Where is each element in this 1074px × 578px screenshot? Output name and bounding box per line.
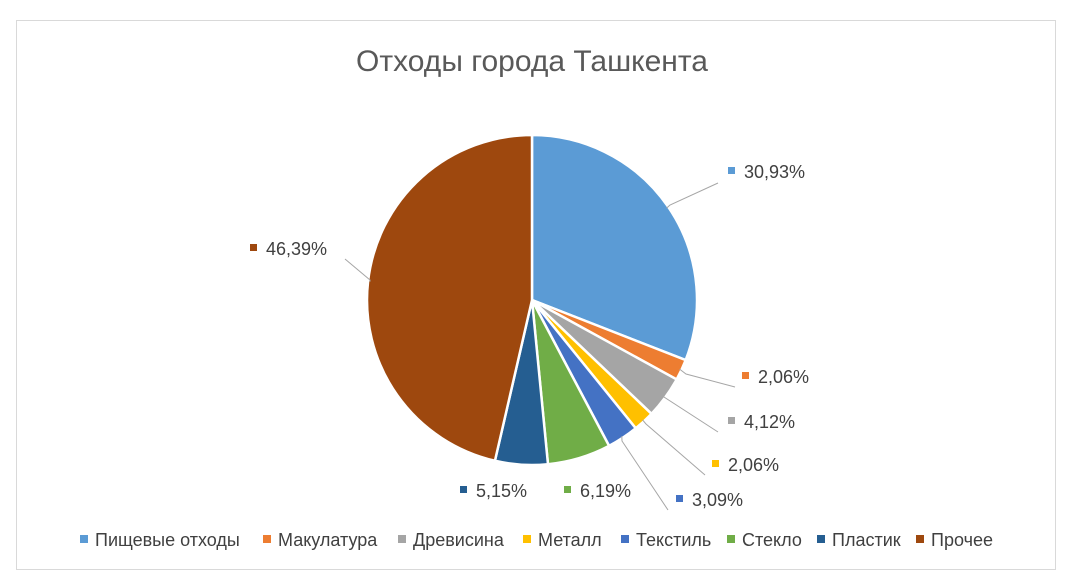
legend-swatch-4 bbox=[523, 535, 531, 543]
data-label-marker-1 bbox=[728, 167, 735, 174]
data-label-8: 46,39% bbox=[266, 239, 327, 259]
data-label-2: 2,06% bbox=[758, 367, 809, 387]
legend-swatch-1 bbox=[80, 535, 88, 543]
legend-label-3: Древисина bbox=[413, 530, 505, 550]
leader-line-5 bbox=[621, 436, 669, 511]
data-label-5: 3,09% bbox=[692, 490, 743, 510]
chart-title: Отходы города Ташкента bbox=[356, 45, 708, 78]
legend-label-4: Металл bbox=[538, 530, 602, 550]
data-label-marker-6 bbox=[564, 486, 571, 493]
data-label-7: 5,15% bbox=[476, 481, 527, 501]
pie-slice-8 bbox=[365, 133, 534, 463]
data-label-marker-3 bbox=[728, 417, 735, 424]
legend: Пищевые отходы Макулатура Древисина Металл Т… bbox=[80, 530, 993, 550]
data-label-1: 30,93% bbox=[744, 162, 805, 182]
legend-label-1: Пищевые отходы bbox=[95, 530, 240, 550]
legend-label-8: Прочее bbox=[931, 530, 993, 550]
legend-label-5: Текстиль bbox=[636, 530, 711, 550]
legend-swatch-5 bbox=[621, 535, 629, 543]
legend-label-2: Макулатура bbox=[278, 530, 378, 550]
data-label-4: 2,06% bbox=[728, 455, 779, 475]
leader-line-8 bbox=[344, 258, 371, 282]
leader-line-4 bbox=[642, 419, 706, 476]
data-label-marker-5 bbox=[676, 495, 683, 502]
legend-swatch-8 bbox=[916, 535, 924, 543]
leader-lines bbox=[344, 182, 736, 511]
legend-swatch-6 bbox=[727, 535, 735, 543]
pie-slices bbox=[365, 133, 699, 467]
data-label-marker-2 bbox=[742, 372, 749, 379]
data-label-6: 6,19% bbox=[580, 481, 631, 501]
legend-swatch-7 bbox=[817, 535, 825, 543]
legend-swatch-3 bbox=[398, 535, 406, 543]
legend-label-7: Пластик bbox=[832, 530, 901, 550]
leader-line-2 bbox=[679, 368, 736, 388]
data-label-marker-8 bbox=[250, 244, 257, 251]
leader-line-3 bbox=[663, 396, 719, 433]
data-label-marker-7 bbox=[460, 486, 467, 493]
legend-swatch-2 bbox=[263, 535, 271, 543]
data-label-marker-4 bbox=[712, 460, 719, 467]
data-labels: 30,93% 2,06% 4,12% 2,06% 3,09% 6,19% 5,15% 46,3… bbox=[250, 162, 809, 510]
legend-label-6: Стекло bbox=[742, 530, 802, 550]
data-label-3: 4,12% bbox=[744, 412, 795, 432]
leader-line-1 bbox=[666, 182, 719, 209]
